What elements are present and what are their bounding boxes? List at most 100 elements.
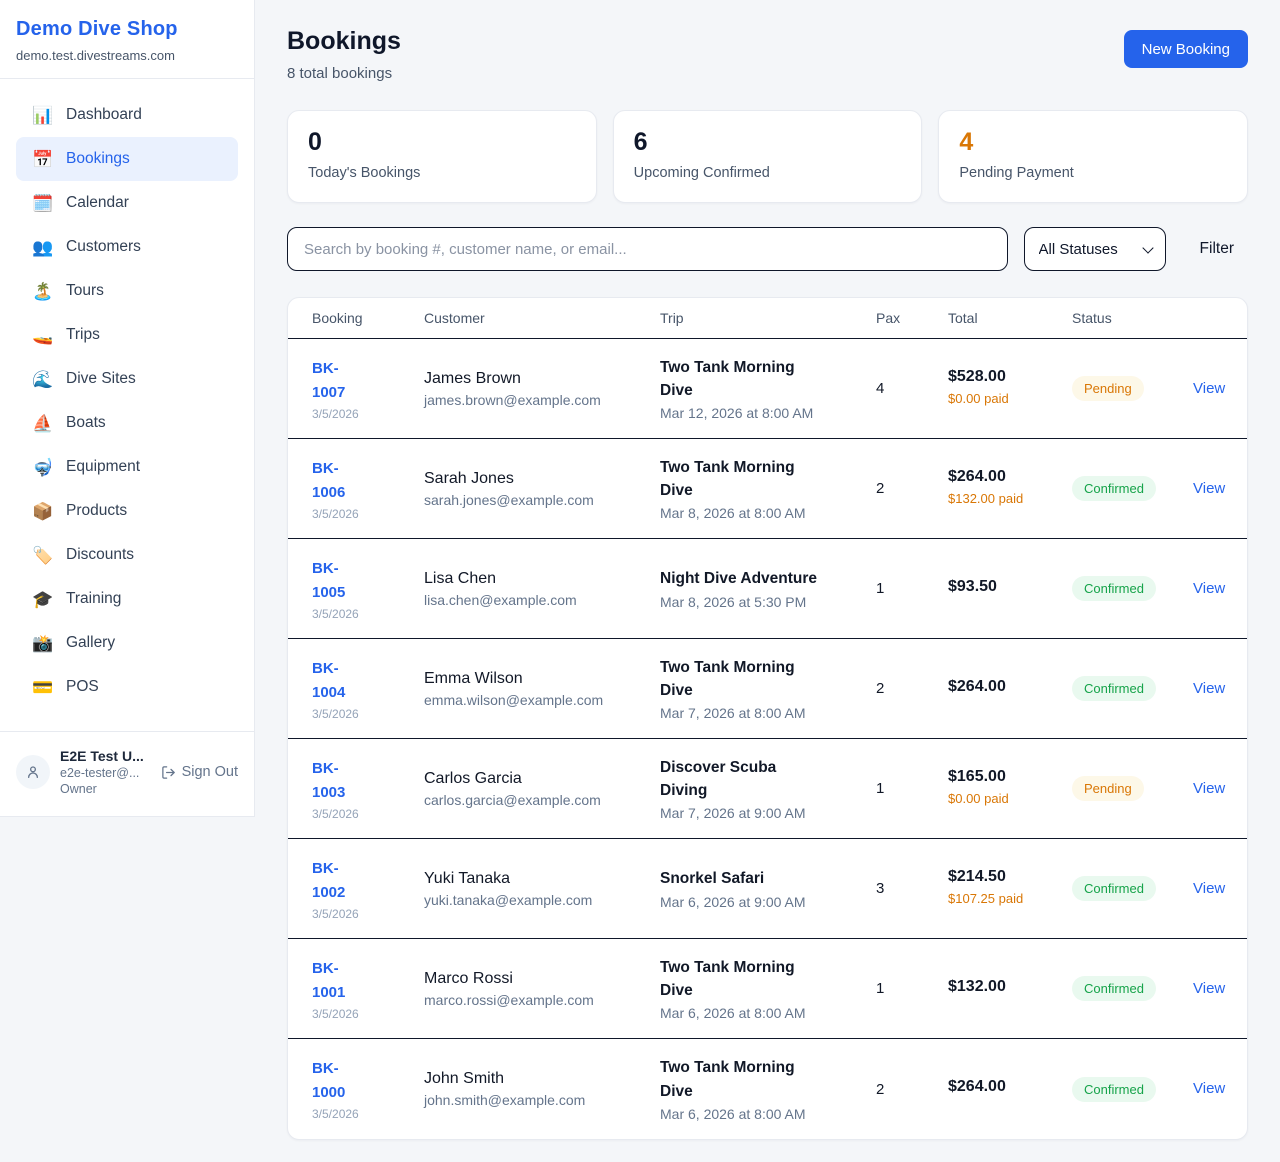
stat-label: Upcoming Confirmed	[633, 165, 770, 181]
sidebar-item-pos[interactable]: 💳 POS	[16, 665, 238, 709]
search-input[interactable]	[287, 227, 1008, 271]
view-link[interactable]: View	[1193, 779, 1226, 797]
stat-value: 4	[959, 128, 974, 156]
wave-icon: 🌊	[32, 369, 54, 389]
user-info: E2E Test U... e2e-tester@... Owner	[60, 748, 144, 796]
paid-amount: $132.00 paid	[948, 491, 1024, 507]
bar-chart-icon: 📊	[32, 105, 54, 125]
pax-count: 2	[876, 1080, 885, 1098]
total-amount: $214.50	[948, 868, 1006, 886]
total-amount: $264.00	[948, 1078, 1006, 1095]
user-name: E2E Test U...	[60, 748, 144, 764]
booking-id-link[interactable]: BK-1004	[312, 659, 346, 701]
sign-out-button[interactable]: Sign Out	[161, 764, 238, 780]
sidebar-item-trips[interactable]: 🚤 Trips	[16, 313, 238, 357]
table-row: BK-1007 3/5/2026 James Brown james.brown…	[288, 339, 1247, 439]
people-icon: 👥	[32, 237, 54, 257]
customer-cell: Carlos Garcia carlos.garcia@example.com	[424, 770, 660, 808]
sidebar-item-boats[interactable]: ⛵ Boats	[16, 401, 238, 445]
customer-email: emma.wilson@example.com	[424, 691, 604, 708]
trip-datetime: Mar 8, 2026 at 5:30 PM	[660, 593, 807, 610]
package-icon: 📦	[32, 501, 54, 521]
actions-cell: View	[1193, 680, 1225, 698]
booking-id-link[interactable]: BK-1003	[312, 759, 346, 801]
booking-id-link[interactable]: BK-1006	[312, 459, 346, 501]
customer-cell: Yuki Tanaka yuki.tanaka@example.com	[424, 870, 660, 908]
sidebar-user-section: E2E Test U... e2e-tester@... Owner Sign …	[0, 731, 254, 816]
booking-id-link[interactable]: BK-1001	[312, 959, 346, 1001]
booking-cell: BK-1005 3/5/2026	[312, 557, 424, 621]
booking-id-link[interactable]: BK-1005	[312, 559, 346, 601]
status-cell: Pending	[1072, 376, 1193, 401]
status-cell: Confirmed	[1072, 876, 1193, 901]
actions-cell: View	[1193, 380, 1225, 398]
sidebar-item-label: POS	[66, 678, 99, 695]
pax-count: 4	[876, 380, 885, 397]
stat-card: 6 Upcoming Confirmed	[612, 110, 923, 203]
booking-cell: BK-1000 3/5/2026	[312, 1057, 424, 1121]
status-badge: Confirmed	[1072, 876, 1156, 901]
sidebar-item-equipment[interactable]: 🤿 Equipment	[16, 445, 238, 489]
customer-email: marco.rossi@example.com	[424, 991, 594, 1008]
total-cell: $214.50 $107.25 paid	[948, 868, 1072, 909]
diving-mask-icon: 🤿	[32, 457, 54, 477]
pax-count: 1	[876, 780, 885, 797]
status-filter-select[interactable]: All Statuses	[1023, 227, 1166, 271]
trip-datetime: Mar 6, 2026 at 8:00 AM	[660, 1005, 806, 1022]
customer-name: Marco Rossi	[424, 969, 513, 987]
page-title: Bookings	[287, 27, 401, 55]
sidebar-item-bookings[interactable]: 📅 Bookings	[16, 137, 238, 181]
booking-id-link[interactable]: BK-1000	[312, 1060, 346, 1101]
sidebar-item-gallery[interactable]: 📸 Gallery	[16, 621, 238, 665]
booking-id-link[interactable]: BK-1007	[312, 359, 346, 401]
customer-email: yuki.tanaka@example.com	[424, 891, 593, 908]
status-cell: Pending	[1072, 776, 1193, 801]
sidebar-item-dive-sites[interactable]: 🌊 Dive Sites	[16, 357, 238, 401]
sidebar-item-label: Tours	[66, 282, 104, 299]
view-link[interactable]: View	[1193, 579, 1226, 597]
customer-cell: Sarah Jones sarah.jones@example.com	[424, 470, 660, 508]
sidebar-item-customers[interactable]: 👥 Customers	[16, 225, 238, 269]
sidebar-item-discounts[interactable]: 🏷️ Discounts	[16, 533, 238, 577]
brand-domain: demo.test.divestreams.com	[16, 48, 175, 63]
sidebar-item-training[interactable]: 🎓 Training	[16, 577, 238, 621]
customer-cell: James Brown james.brown@example.com	[424, 370, 660, 408]
trip-cell: Night Dive Adventure Mar 8, 2026 at 5:30…	[660, 567, 876, 609]
trip-name: Snorkel Safari	[660, 870, 765, 888]
trip-cell: Two Tank Morning Dive Mar 7, 2026 at 8:0…	[660, 656, 876, 722]
sidebar-item-dashboard[interactable]: 📊 Dashboard	[16, 93, 238, 137]
sidebar-item-calendar[interactable]: 🗓️ Calendar	[16, 181, 238, 225]
status-cell: Confirmed	[1072, 676, 1193, 701]
view-link[interactable]: View	[1193, 679, 1226, 697]
actions-cell: View	[1193, 580, 1225, 598]
sidebar-item-label: Equipment	[66, 458, 141, 475]
credit-card-icon: 💳	[32, 677, 54, 697]
view-link[interactable]: View	[1193, 379, 1226, 397]
booking-date: 3/5/2026	[312, 606, 359, 621]
brand-name: Demo Dive Shop	[16, 18, 178, 40]
sidebar-item-label: Products	[66, 502, 128, 519]
actions-cell: View	[1193, 980, 1225, 998]
table-body: BK-1007 3/5/2026 James Brown james.brown…	[288, 339, 1247, 1139]
new-booking-button[interactable]: New Booking	[1123, 30, 1248, 68]
page-header: Bookings 8 total bookings New Booking	[287, 27, 1248, 82]
stat-card: 4 Pending Payment	[938, 110, 1249, 203]
sidebar-item-products[interactable]: 📦 Products	[16, 489, 238, 533]
status-badge: Pending	[1072, 376, 1144, 401]
graduation-cap-icon: 🎓	[32, 589, 54, 609]
view-link[interactable]: View	[1193, 979, 1226, 997]
speedboat-icon: 🚤	[32, 325, 54, 345]
column-header-pax: Pax	[876, 310, 901, 326]
booking-date: 3/5/2026	[312, 406, 359, 421]
brand-block: Demo Dive Shop demo.test.divestreams.com	[0, 0, 254, 79]
filter-button[interactable]: Filter	[1182, 240, 1248, 258]
booking-id-link[interactable]: BK-1002	[312, 859, 346, 901]
customer-email: lisa.chen@example.com	[424, 591, 577, 608]
view-link[interactable]: View	[1193, 879, 1226, 897]
sidebar-item-tours[interactable]: 🏝️ Tours	[16, 269, 238, 313]
view-link[interactable]: View	[1193, 479, 1226, 497]
total-amount: $264.00	[948, 677, 1006, 695]
view-link[interactable]: View	[1193, 1080, 1226, 1097]
trip-datetime: Mar 6, 2026 at 8:00 AM	[660, 1105, 806, 1122]
trip-cell: Discover Scuba Diving Mar 7, 2026 at 9:0…	[660, 756, 876, 822]
